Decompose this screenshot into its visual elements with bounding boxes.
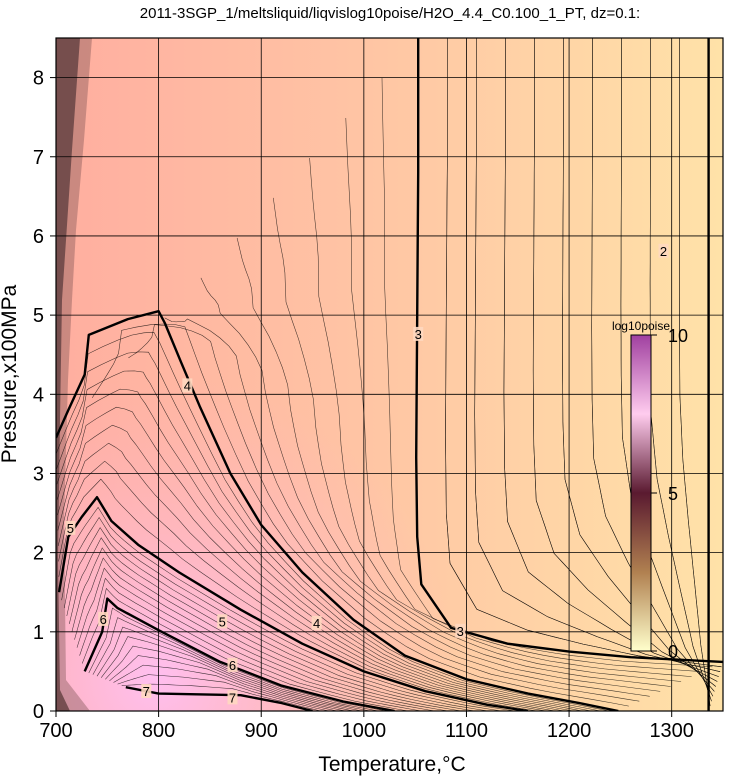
y-axis: 0 1 2 3 4 5 6 7 8 — [33, 68, 56, 723]
contour-label-bg — [65, 520, 76, 535]
thin-contour — [79, 577, 422, 711]
contour-label-bg — [227, 690, 238, 705]
thin-contour — [679, 38, 711, 707]
x-tick-label: 1200 — [547, 720, 592, 742]
y-tick-label: 2 — [33, 543, 44, 565]
thin-contour — [56, 332, 610, 711]
thin-contour — [113, 664, 338, 711]
thin-contour — [96, 626, 371, 711]
thin-contour — [381, 77, 713, 668]
thin-contour — [76, 567, 435, 711]
colorbar-tick-label: 10 — [668, 326, 688, 346]
thin-contour — [105, 645, 354, 711]
colorbar-ticks: 0 5 10 — [651, 326, 688, 662]
thin-contour — [57, 424, 565, 711]
colorbar: log10poise 0 5 10 — [612, 319, 688, 662]
x-tick-label: 1000 — [342, 720, 387, 742]
contour-label: 5 — [67, 521, 74, 536]
thin-contour — [309, 157, 692, 677]
thin-contour — [100, 636, 362, 711]
contour-label: 3 — [415, 327, 422, 342]
contour-label-bg — [182, 378, 193, 393]
bold-contour-3 — [415, 38, 723, 664]
plot-frame — [55, 37, 724, 712]
contour-labels: 2 3 3 4 4 5 5 6 6 7 7 — [65, 243, 669, 705]
contour-label: 6 — [100, 612, 107, 627]
bold-contour-lines — [56, 38, 723, 711]
x-tick-label: 1100 — [445, 720, 488, 742]
contour-label-bg — [311, 615, 322, 630]
thin-contour — [200, 277, 661, 692]
contour-label: 4 — [184, 378, 191, 393]
colorbar-label: log10poise — [612, 319, 670, 333]
thin-contour — [91, 323, 629, 707]
contour-label-bg — [413, 326, 424, 341]
colorbar-gradient — [630, 334, 652, 652]
bold-contour-5 — [57, 496, 529, 711]
thin-contour — [58, 460, 547, 711]
x-tick-label: 900 — [245, 720, 278, 742]
contour-label-bg — [227, 657, 238, 672]
thin-contour — [81, 587, 409, 711]
high-viscosity-region — [56, 38, 723, 711]
x-tick-label: 1300 — [649, 720, 694, 742]
thin-contour — [345, 117, 703, 672]
thin-contour — [57, 442, 556, 711]
y-tick-label: 7 — [33, 147, 44, 169]
contour-label: 5 — [219, 614, 226, 629]
y-tick-label: 6 — [33, 226, 44, 248]
contour-label-bg — [455, 623, 466, 638]
thin-contour — [57, 406, 574, 711]
colorbar-tick-label: 5 — [668, 484, 678, 504]
bold-contour-4 — [56, 310, 619, 711]
x-axis-label: Temperature,°C — [318, 753, 465, 776]
left-edge-dark-band — [56, 38, 80, 711]
grid-lines — [56, 38, 723, 711]
thin-contour — [445, 38, 722, 668]
thin-contour — [63, 516, 502, 711]
contour-label: 7 — [229, 690, 236, 705]
y-tick-label: 3 — [33, 463, 44, 485]
contour-label: 7 — [143, 684, 150, 699]
contour-label: 2 — [660, 244, 667, 259]
y-tick-label: 0 — [33, 701, 44, 723]
left-edge-band — [56, 38, 92, 711]
contour-label-bg — [658, 243, 669, 258]
contour-label-bg — [217, 614, 228, 629]
chart-title: 2011-3SGP_1/meltsliquid/liqvislog10poise… — [140, 5, 640, 22]
thin-contour — [474, 38, 721, 672]
y-tick-label: 1 — [33, 622, 44, 644]
thin-contour — [117, 674, 330, 711]
thin-contour — [128, 324, 640, 702]
thin-contour — [71, 547, 462, 711]
thin-contour — [61, 506, 515, 711]
x-tick-label: 800 — [142, 720, 175, 742]
contour-label-bg — [141, 683, 152, 698]
contour-label-bg — [98, 611, 109, 626]
thin-contour — [66, 527, 489, 711]
thin-contour — [620, 38, 714, 697]
x-axis: 700 800 900 1000 1100 1200 1300 — [39, 711, 694, 742]
thin-contour — [236, 237, 671, 687]
thin-contour — [591, 38, 715, 692]
thin-contour — [56, 388, 583, 711]
contour-label: 4 — [313, 616, 320, 631]
thin-contour — [273, 197, 682, 682]
thin-contour — [164, 317, 650, 697]
y-axis-label: Pressure,x100MPa — [0, 284, 21, 463]
thin-contour — [69, 537, 475, 711]
x-tick-label: 700 — [39, 720, 72, 742]
y-tick-label: 8 — [33, 68, 44, 90]
contour-label: 3 — [457, 624, 464, 639]
thin-contour — [109, 655, 346, 711]
thin-contour — [503, 38, 719, 677]
thin-contour — [58, 478, 538, 711]
thin-contour — [88, 607, 387, 711]
contour-label: 6 — [229, 658, 236, 673]
colorbar-tick-label: 0 — [668, 642, 678, 662]
thin-contour — [92, 617, 379, 711]
y-tick-label: 5 — [33, 305, 44, 327]
y-tick-label: 4 — [33, 384, 44, 406]
